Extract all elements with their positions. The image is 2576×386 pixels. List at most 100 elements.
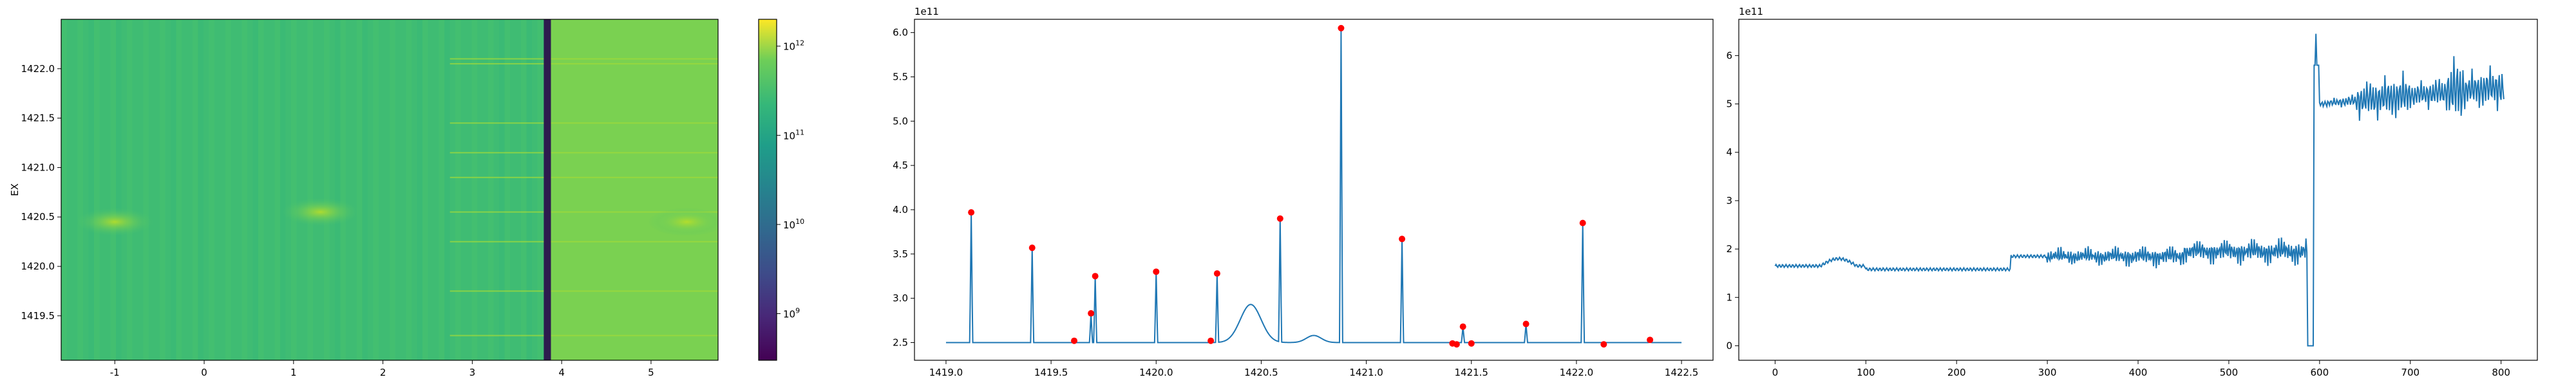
peaks-frame <box>914 19 1714 361</box>
heatmap-hot-spot <box>76 207 154 236</box>
y-tick-label: 6.0 <box>893 27 908 39</box>
x-tick-label: 1 <box>290 367 297 378</box>
peak-marker <box>1213 270 1220 277</box>
peak-marker <box>1522 320 1530 327</box>
x-tick-label: 1419.0 <box>929 367 963 378</box>
heatmap-hot-spot <box>281 198 359 226</box>
colorbar-tick-label: 1012 <box>783 39 804 53</box>
colorbar-tick-label: 109 <box>783 307 800 320</box>
heatmap-column <box>61 19 67 360</box>
x-tick-label: 600 <box>2310 367 2329 378</box>
heatmap-column <box>225 19 231 360</box>
heatmap-column <box>521 19 527 360</box>
colorbar-gradient <box>759 19 777 360</box>
heatmap-column <box>335 19 341 360</box>
x-tick-label: 200 <box>1947 367 1966 378</box>
heatmap-streak <box>450 211 718 213</box>
y-tick-label: 1422.0 <box>21 63 55 75</box>
heatmap-streak <box>450 152 718 154</box>
heatmap-column <box>77 19 83 360</box>
peaks-exponent-label: 1e11 <box>914 6 939 17</box>
colorbar-tick-label: 1010 <box>783 217 804 231</box>
heatmap-column <box>242 19 247 360</box>
y-tick-label: 0 <box>1726 340 1732 351</box>
x-tick-label: 1419.5 <box>1034 367 1068 378</box>
heatmap-column <box>88 19 94 360</box>
y-tick-label: 1419.5 <box>21 310 55 322</box>
peak-marker <box>968 209 975 216</box>
heatmap-column <box>422 19 428 360</box>
y-tick-label: 3.5 <box>893 248 908 260</box>
peak-marker <box>1071 337 1077 344</box>
index-frame <box>1738 19 2538 361</box>
x-tick-label: 1422.5 <box>1665 367 1699 378</box>
x-tick-label: 0 <box>1772 367 1779 378</box>
heatmap-column <box>444 19 450 360</box>
peak-marker <box>1208 337 1215 344</box>
x-tick-label: 2 <box>380 367 386 378</box>
heatmap-column <box>439 19 444 360</box>
colorbar-tick-label: 1011 <box>783 128 804 142</box>
heatmap-column <box>116 19 122 360</box>
peak-marker <box>1459 323 1466 330</box>
peak-marker <box>1338 24 1345 32</box>
peak-marker <box>1453 341 1460 348</box>
colorbar-frame <box>758 19 777 361</box>
heatmap-column <box>504 19 510 360</box>
heatmap-column <box>373 19 379 360</box>
y-tick-label: 5.5 <box>893 71 908 82</box>
heatmap-column <box>209 19 214 360</box>
heatmap-column <box>94 19 100 360</box>
peak-marker <box>1028 244 1036 252</box>
x-tick-label: 1420.0 <box>1139 367 1173 378</box>
x-tick-label: 800 <box>2492 367 2510 378</box>
peak-marker <box>1092 273 1099 280</box>
heatmap-column <box>499 19 505 360</box>
heatmap-column <box>455 19 461 360</box>
heatmap-column <box>362 19 368 360</box>
heatmap-column <box>193 19 198 360</box>
peaks-line-panel: 1e11 1419.0 1419.5 1420.0 1420.5 1421.0 1421.… <box>893 6 1714 378</box>
x-tick-label: -1 <box>110 367 120 378</box>
y-tick-label: 3.0 <box>893 293 908 304</box>
peak-marker <box>1579 219 1586 226</box>
peak-marker <box>1276 215 1283 222</box>
peaks-ticks: 1419.0 1419.5 1420.0 1420.5 1421.0 1421.5 1422… <box>893 27 1698 378</box>
heatmap-streak <box>450 58 718 60</box>
y-tick-label: 4 <box>1726 147 1732 158</box>
heatmap-column <box>127 19 133 360</box>
heatmap-column <box>307 19 313 360</box>
index-ticks: 0 100 200 300 400 500 600 700 800 0 1 2 3 4 5 6 <box>1726 50 2510 378</box>
x-tick-label: 100 <box>1857 367 1875 378</box>
heatmap-streak <box>450 241 718 243</box>
heatmap-column <box>417 19 422 360</box>
x-tick-label: 1420.5 <box>1244 367 1278 378</box>
heatmap-column <box>324 19 330 360</box>
peak-marker <box>1468 340 1475 347</box>
index-exponent-label: 1e11 <box>1739 6 1763 17</box>
y-tick-label: 1 <box>1726 291 1732 303</box>
heatmap-streak <box>450 122 718 124</box>
heatmap-dark-band <box>544 19 551 360</box>
heatmap-column <box>171 19 176 360</box>
colorbar: 109 1010 1011 1012 <box>758 19 804 361</box>
y-tick-label: 1421.5 <box>21 113 55 124</box>
x-tick-label: 1422.0 <box>1560 367 1594 378</box>
y-tick-label: 4.5 <box>893 160 908 171</box>
x-tick-label: 400 <box>2129 367 2148 378</box>
index-series-line <box>1774 33 2505 347</box>
peak-marker <box>1088 310 1095 317</box>
heatmap-column <box>252 19 258 360</box>
y-tick-label: 1420.0 <box>21 261 55 272</box>
heatmap-column <box>280 19 286 360</box>
heatmap-column <box>258 19 264 360</box>
peaks-plot-area <box>945 24 1682 348</box>
heatmap-column <box>291 19 297 360</box>
heatmap-hot-spot <box>648 207 718 236</box>
heatmap-column <box>488 19 494 360</box>
heatmap-ticks: -1 0 1 2 3 4 5 1419.5 1420.0 1420.5 1421.0 1421.5 14… <box>21 63 654 378</box>
peak-marker <box>1647 336 1654 344</box>
heatmap-column <box>110 19 116 360</box>
heatmap-column <box>406 19 412 360</box>
